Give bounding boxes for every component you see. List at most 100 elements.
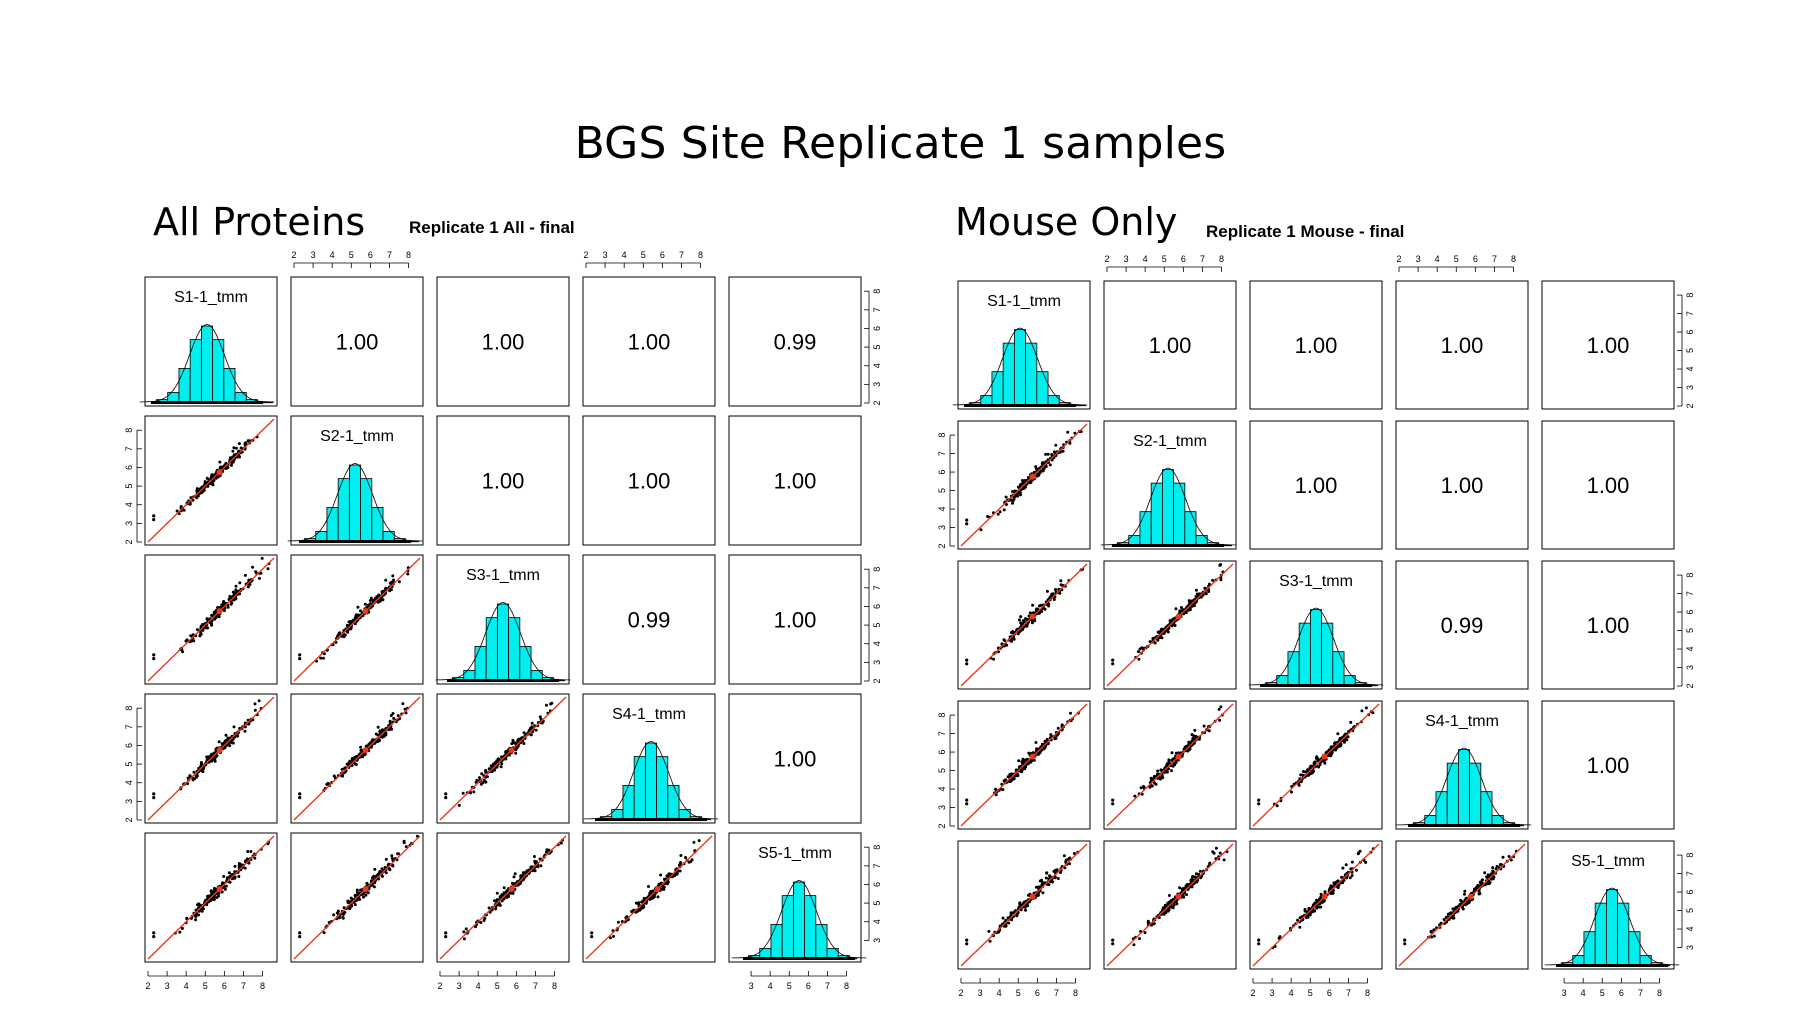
data-point	[1174, 607, 1178, 611]
data-point	[533, 869, 537, 873]
data-point	[1360, 709, 1364, 713]
tick-label: 3	[1124, 254, 1129, 264]
data-point	[500, 893, 504, 897]
histogram-bar	[770, 924, 783, 959]
cell-1-1: S1-1_tmm	[139, 276, 278, 407]
data-point	[353, 894, 357, 898]
cell-3-1	[144, 554, 278, 685]
tick-label: 6	[222, 981, 227, 991]
data-point	[536, 865, 540, 869]
fit-line	[147, 418, 275, 543]
data-point	[342, 906, 346, 910]
data-point	[1174, 751, 1178, 755]
cell-frame	[1541, 420, 1675, 550]
data-point	[1323, 890, 1327, 894]
tick-label: 6	[937, 750, 947, 755]
data-point	[484, 770, 488, 774]
tick-label: 6	[872, 604, 882, 609]
data-point	[332, 913, 336, 917]
data-point	[1319, 905, 1323, 909]
data-point	[1068, 862, 1071, 866]
data-point	[1040, 878, 1044, 882]
data-point	[222, 601, 225, 605]
data-point	[1354, 868, 1358, 872]
cell-4-2	[1103, 700, 1237, 830]
data-point	[298, 935, 302, 939]
data-point	[529, 733, 533, 737]
data-point	[389, 714, 393, 717]
tick-label: 2	[145, 981, 150, 991]
data-point	[1167, 758, 1171, 762]
data-point	[152, 935, 156, 939]
data-point	[253, 708, 257, 712]
data-point	[178, 930, 182, 934]
variable-label: S2-1_tmm	[1133, 433, 1207, 450]
data-point	[1364, 706, 1368, 710]
fit-line	[1106, 563, 1234, 687]
data-point	[1485, 875, 1488, 879]
tick-label: 3	[1416, 254, 1421, 264]
histogram-bar	[315, 531, 328, 542]
data-point	[1001, 788, 1005, 792]
histogram-bar	[815, 924, 828, 959]
pairs-panel-mouse-only: S1-1_tmm 1.00 1.00 1.00 1.00 S2-1_tmm 1.00 1.00…	[937, 254, 1695, 998]
data-point	[246, 850, 250, 853]
tick-label: 6	[872, 882, 882, 887]
data-point	[345, 624, 349, 628]
data-point	[1019, 615, 1023, 619]
data-point	[237, 875, 241, 878]
data-point	[1166, 630, 1170, 634]
histogram-bar	[178, 368, 191, 403]
data-point	[397, 852, 400, 856]
data-point	[1341, 866, 1345, 870]
data-point	[1019, 493, 1022, 497]
tick-label: 7	[1685, 591, 1695, 596]
data-point	[257, 576, 261, 580]
data-point	[1152, 922, 1156, 926]
data-point	[1336, 732, 1340, 736]
cell-frame	[1103, 280, 1237, 410]
cell-frame	[436, 415, 570, 546]
tick-label: 8	[406, 250, 411, 260]
data-point	[1021, 757, 1025, 761]
data-point	[251, 565, 255, 569]
cell-1-2: 1.00	[290, 276, 424, 407]
tick-label: 2	[1250, 988, 1255, 998]
correlation-value: 1.00	[336, 330, 379, 355]
data-point	[1025, 757, 1029, 761]
data-point	[199, 632, 203, 636]
data-point	[1160, 774, 1164, 778]
data-point	[1509, 858, 1513, 862]
data-point	[483, 917, 487, 920]
data-point	[667, 872, 671, 876]
data-point	[1160, 636, 1164, 640]
data-point	[464, 927, 468, 931]
data-point	[1193, 728, 1197, 732]
data-point	[457, 803, 461, 807]
data-point	[1158, 777, 1162, 781]
data-point	[1188, 606, 1192, 610]
cell-1-3: 1.00	[436, 276, 570, 407]
data-point	[534, 860, 538, 864]
data-point	[1062, 854, 1066, 858]
data-point	[641, 904, 645, 908]
centroid-point	[216, 886, 223, 893]
data-point	[1140, 646, 1144, 650]
data-point	[196, 903, 199, 907]
data-point	[213, 759, 217, 763]
data-point	[195, 628, 199, 632]
cell-3-4: 0.99	[1395, 560, 1529, 690]
tick-label: 5	[124, 762, 134, 767]
data-point	[1358, 849, 1362, 853]
tick-label: 3	[872, 382, 882, 387]
data-point	[522, 742, 526, 745]
histogram-bar	[1195, 535, 1208, 546]
data-point	[1219, 578, 1223, 582]
data-point	[406, 572, 410, 576]
data-point	[201, 770, 205, 774]
data-point	[1315, 899, 1319, 903]
tick-label: 7	[124, 724, 134, 729]
cell-1-3: 1.00	[1249, 280, 1383, 410]
cell-frame	[582, 554, 716, 685]
fit-line	[1252, 843, 1380, 967]
